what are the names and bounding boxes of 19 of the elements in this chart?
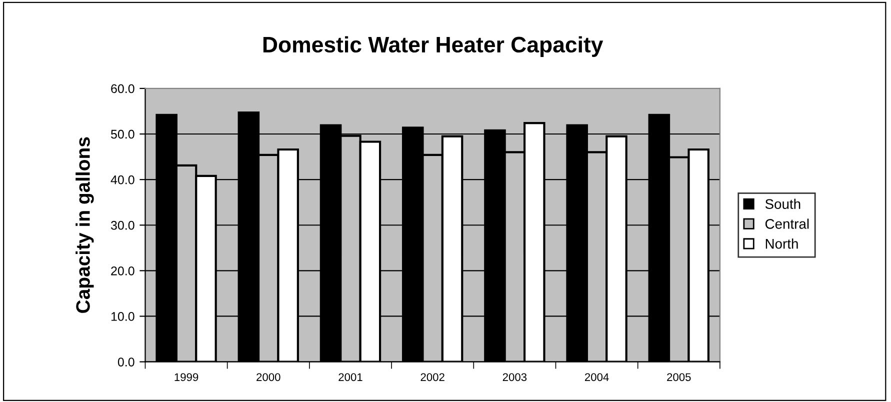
- y-tick-label: 60.0: [111, 84, 134, 94]
- y-axis-title: Capacity in gallons: [76, 137, 94, 313]
- legend-label: Central: [765, 218, 809, 229]
- x-tick-label: 2001: [338, 373, 362, 382]
- legend-label: North: [766, 238, 798, 249]
- y-tick-label: 40.0: [110, 175, 134, 184]
- chart-title: Domestic Water Heater Capacity: [263, 36, 604, 57]
- y-tick-label: 10.0: [111, 312, 134, 321]
- x-tick-label: 2003: [502, 373, 527, 382]
- legend-label: South: [765, 198, 800, 209]
- y-tick-label: 30.0: [110, 220, 134, 230]
- x-tick-label: 2002: [420, 373, 444, 382]
- y-tick-label: 20.0: [111, 266, 134, 276]
- x-tick-label: 2004: [584, 373, 609, 382]
- y-tick-label: 0.0: [118, 358, 134, 366]
- x-tick-label: 2005: [667, 373, 691, 382]
- x-tick-label: 2000: [256, 373, 280, 382]
- x-tick-label: 1999: [174, 373, 198, 382]
- y-tick-label: 50.0: [110, 130, 134, 139]
